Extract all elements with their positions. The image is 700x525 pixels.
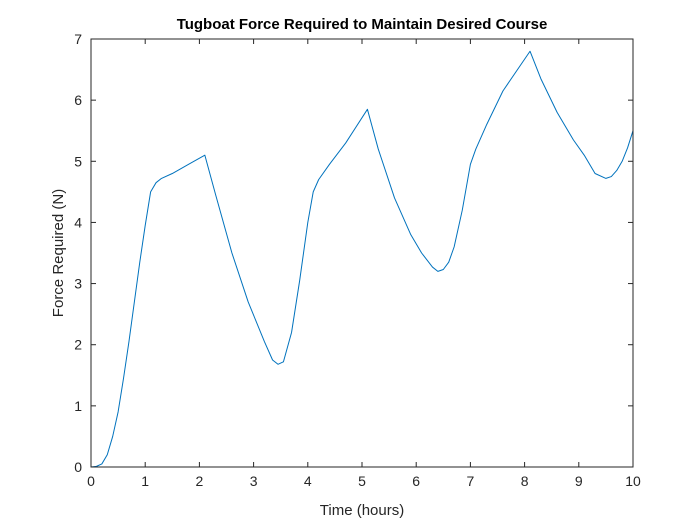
- x-tick-label: 0: [87, 473, 95, 489]
- y-tick-label: 4: [74, 214, 82, 230]
- x-tick-label: 5: [358, 473, 366, 489]
- series-line: [90, 50, 634, 468]
- x-tick-label: 2: [196, 473, 204, 489]
- y-tick-label: 2: [74, 337, 82, 353]
- chart-title: Tugboat Force Required to Maintain Desir…: [177, 16, 548, 33]
- x-tick-label: 3: [250, 473, 258, 489]
- y-tick-label: 6: [74, 92, 82, 108]
- x-axis-label: Time (hours): [320, 502, 404, 519]
- y-tick-label: 0: [74, 459, 82, 475]
- y-tick-label: 1: [74, 398, 82, 414]
- plot-frame: [90, 38, 634, 468]
- y-tick-label: 3: [74, 276, 82, 292]
- plot-area: [91, 39, 633, 467]
- y-axis-label: Force Required (N): [50, 189, 67, 317]
- x-tick-label: 1: [141, 473, 149, 489]
- x-tick-label: 4: [304, 473, 312, 489]
- x-tick-label: 7: [467, 473, 475, 489]
- series-layer: [90, 50, 634, 468]
- ticks-layer: 0 1 2 3 4 5 6 7 8 9 10 0 1 2 3 4 5 6 7: [74, 31, 641, 489]
- x-tick-label: 6: [412, 473, 420, 489]
- x-tick-label: 10: [625, 473, 641, 489]
- y-tick-label: 7: [74, 31, 82, 47]
- x-tick-label: 8: [521, 473, 529, 489]
- y-tick-label: 5: [74, 153, 82, 169]
- x-tick-label: 9: [575, 473, 583, 489]
